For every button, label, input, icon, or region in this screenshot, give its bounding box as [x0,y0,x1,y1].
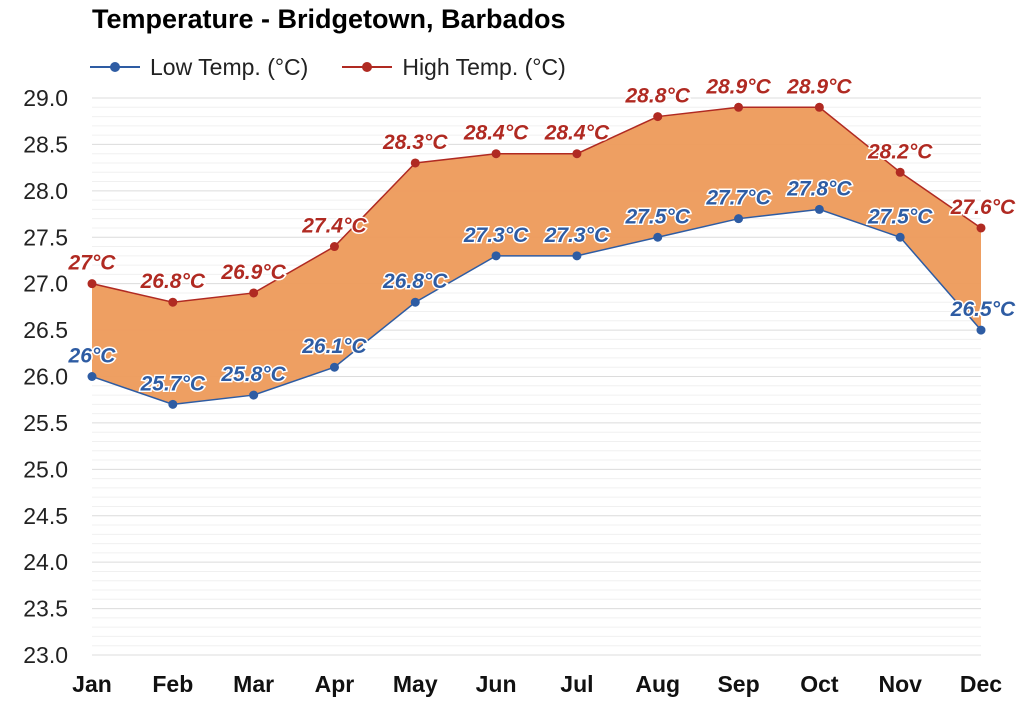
high-temp-data-label: 28.9°C [786,75,852,98]
low-temp-data-label: 26°C [68,345,117,368]
y-tick-label: 28.0 [23,178,68,204]
legend-label-high: High Temp. (°C) [402,53,566,80]
low-temp-point [572,251,582,261]
high-temp-point [572,149,582,159]
high-temp-line [91,106,982,303]
low-temp-data-label: 26.1°C [301,335,367,358]
x-tick-label: Mar [233,671,274,697]
y-tick-label: 29.0 [23,85,68,111]
high-temp-point [814,102,824,112]
high-temp-point [976,223,986,233]
high-temp-data-label: 27.6°C [950,196,1016,219]
low-temp-data-label: 27.7°C [705,187,771,210]
chart-title: Temperature - Bridgetown, Barbados [92,4,566,34]
y-tick-label: 24.0 [23,549,68,575]
low-temp-data-label: 27.5°C [867,205,933,228]
x-tick-label: Nov [878,671,922,697]
low-temp-line [91,208,982,406]
high-temp-data-label: 28.4°C [544,122,610,145]
low-temp-point [734,214,744,224]
low-temp-data-label: 27.5°C [625,205,691,228]
high-temp-data-label: 27.4°C [301,215,367,238]
high-temp-data-label: 28.8°C [625,85,691,108]
temperature-range-area [92,107,981,405]
high-temp-point [87,279,97,289]
low-temp-point [249,390,259,400]
x-tick-label: Sep [717,671,759,697]
legend-swatch-high [342,59,393,75]
low-temp-data-label: 27.8°C [786,177,852,200]
high-temp-point [329,242,339,252]
y-tick-label: 26.5 [23,317,68,343]
y-tick-label: 23.5 [23,596,68,622]
low-temp-data-label: 26.8°C [382,270,448,293]
low-temp-data-label: 25.8°C [220,363,286,386]
high-temp-point [168,297,178,307]
y-tick-label: 25.0 [23,456,68,482]
legend-item-high: High Temp. (°C) [342,53,566,81]
legend-label-low: Low Temp. (°C) [150,53,309,80]
x-tick-label: Dec [960,671,1002,697]
high-temp-point [653,112,663,122]
x-tick-label: Jul [560,671,593,697]
low-temp-point [410,297,420,307]
low-temp-point [976,325,986,335]
y-axis: 23.0 23.5 24.0 24.5 25.0 25.5 26.0 26.5 27.0 27.5… [23,85,68,668]
x-axis: Jan Feb Mar Apr May Jun Jul Aug Sep Oct Nov Dec [72,671,1002,697]
high-temp-data-label: 26.8°C [140,270,206,293]
low-temp-data-label: 27.3°C [463,224,529,247]
x-tick-label: Jan [72,671,112,697]
x-tick-label: Feb [152,671,193,697]
y-tick-label: 27.0 [23,271,68,297]
low-temp-point [87,372,97,381]
low-temp-point [653,232,663,242]
x-tick-label: May [393,671,438,697]
low-temp-point [168,399,178,409]
low-temp-point [329,362,339,372]
high-temp-point [895,167,905,177]
y-tick-label: 24.5 [23,503,68,529]
high-temp-data-label: 27°C [68,252,117,275]
high-temp-point [734,102,744,112]
high-temp-data-label: 28.4°C [463,122,529,145]
legend-item-low: Low Temp. (°C) [90,54,308,81]
low-temp-data-label: 26.5°C [950,298,1016,321]
high-temp-point [249,288,259,298]
y-tick-label: 23.0 [23,642,68,668]
x-tick-label: Oct [800,671,839,697]
low-temp-point [895,232,905,242]
low-temp-data-label: 25.7°C [140,372,206,395]
high-temp-data-label: 28.9°C [705,75,771,98]
y-tick-label: 27.5 [23,224,68,250]
legend: Low Temp. (°C) High Temp. (°C) [90,50,600,84]
y-tick-label: 28.5 [23,131,68,157]
y-tick-label: 25.5 [23,410,68,436]
low-temp-data-label: 27.3°C [544,224,610,247]
x-tick-label: Jun [476,671,517,697]
low-temp-point [491,251,501,261]
high-temp-point [491,149,501,159]
legend-swatch-low [90,59,140,75]
x-tick-label: Apr [315,671,355,697]
low-temp-point [814,204,824,214]
high-temp-data-label: 28.2°C [867,140,933,163]
y-tick-label: 26.0 [23,364,68,390]
x-tick-label: Aug [635,671,680,697]
high-temp-point [410,158,420,168]
high-temp-data-label: 26.9°C [220,261,286,284]
high-temp-data-label: 28.3°C [382,131,448,154]
